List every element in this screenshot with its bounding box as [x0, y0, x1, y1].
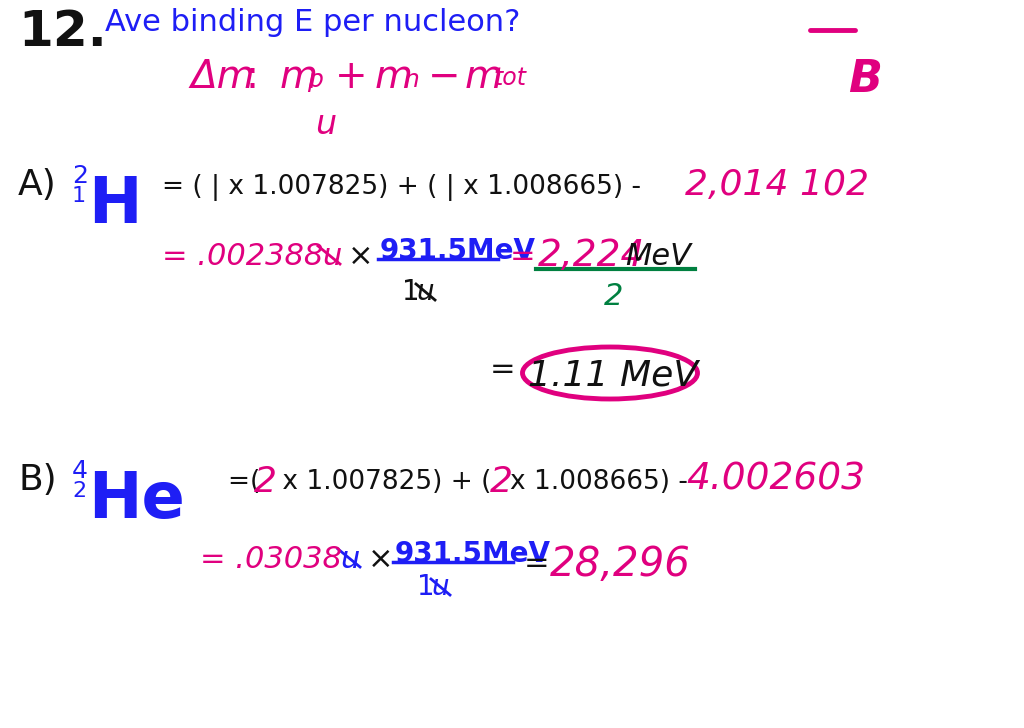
Text: =: = [510, 242, 536, 271]
Text: u: u [340, 545, 359, 574]
Text: 4: 4 [72, 459, 88, 483]
Text: 2: 2 [72, 481, 86, 501]
Text: −: − [428, 58, 461, 96]
Text: =(: =( [228, 469, 268, 495]
Ellipse shape [522, 347, 697, 399]
Text: =: = [490, 355, 516, 384]
Text: 2: 2 [490, 465, 513, 499]
Text: tot: tot [493, 66, 526, 90]
Text: 2: 2 [72, 164, 88, 188]
Text: :: : [246, 58, 259, 96]
Text: m: m [465, 58, 503, 96]
Text: = .002388: = .002388 [162, 242, 324, 271]
Text: n: n [403, 68, 419, 92]
Text: 1.11 MeV: 1.11 MeV [528, 359, 698, 393]
Text: 931.5MeV: 931.5MeV [380, 237, 536, 265]
Text: 1: 1 [402, 278, 420, 306]
Text: u: u [315, 108, 336, 141]
Text: p: p [307, 68, 323, 92]
Text: A): A) [18, 168, 56, 202]
Text: +: + [335, 58, 368, 96]
Text: 28,296: 28,296 [550, 545, 691, 584]
Text: 1: 1 [417, 573, 434, 601]
Text: m: m [375, 58, 413, 96]
Text: 931.5MeV: 931.5MeV [395, 540, 551, 568]
Text: m: m [280, 58, 317, 96]
Text: u: u [416, 278, 433, 306]
Text: x 1.008665) -: x 1.008665) - [510, 469, 688, 495]
Text: 2: 2 [254, 465, 278, 499]
Text: He: He [88, 469, 185, 531]
Text: u: u [431, 573, 449, 601]
Text: 1: 1 [72, 186, 86, 206]
Text: ×: × [348, 242, 374, 271]
Text: x 1.007825) + (: x 1.007825) + ( [274, 469, 492, 495]
Text: H: H [88, 174, 141, 236]
Text: B: B [848, 58, 882, 101]
Text: ×: × [368, 545, 393, 574]
Text: 2: 2 [604, 282, 624, 311]
Text: 2,224: 2,224 [538, 238, 645, 274]
Text: 4.002603: 4.002603 [686, 461, 865, 497]
Text: = .03038: = .03038 [200, 545, 342, 574]
Text: B): B) [18, 463, 56, 497]
Text: Δm: Δm [190, 58, 255, 96]
Text: = ( | x 1.007825) + ( | x 1.008665) -: = ( | x 1.007825) + ( | x 1.008665) - [162, 174, 641, 201]
Text: MeV: MeV [625, 242, 691, 271]
Text: =: = [524, 549, 550, 578]
Text: 2,014 102: 2,014 102 [685, 168, 869, 202]
Text: 12.: 12. [18, 8, 106, 56]
Text: Ave binding E per nucleon?: Ave binding E per nucleon? [105, 8, 520, 37]
Text: u: u [322, 242, 341, 271]
